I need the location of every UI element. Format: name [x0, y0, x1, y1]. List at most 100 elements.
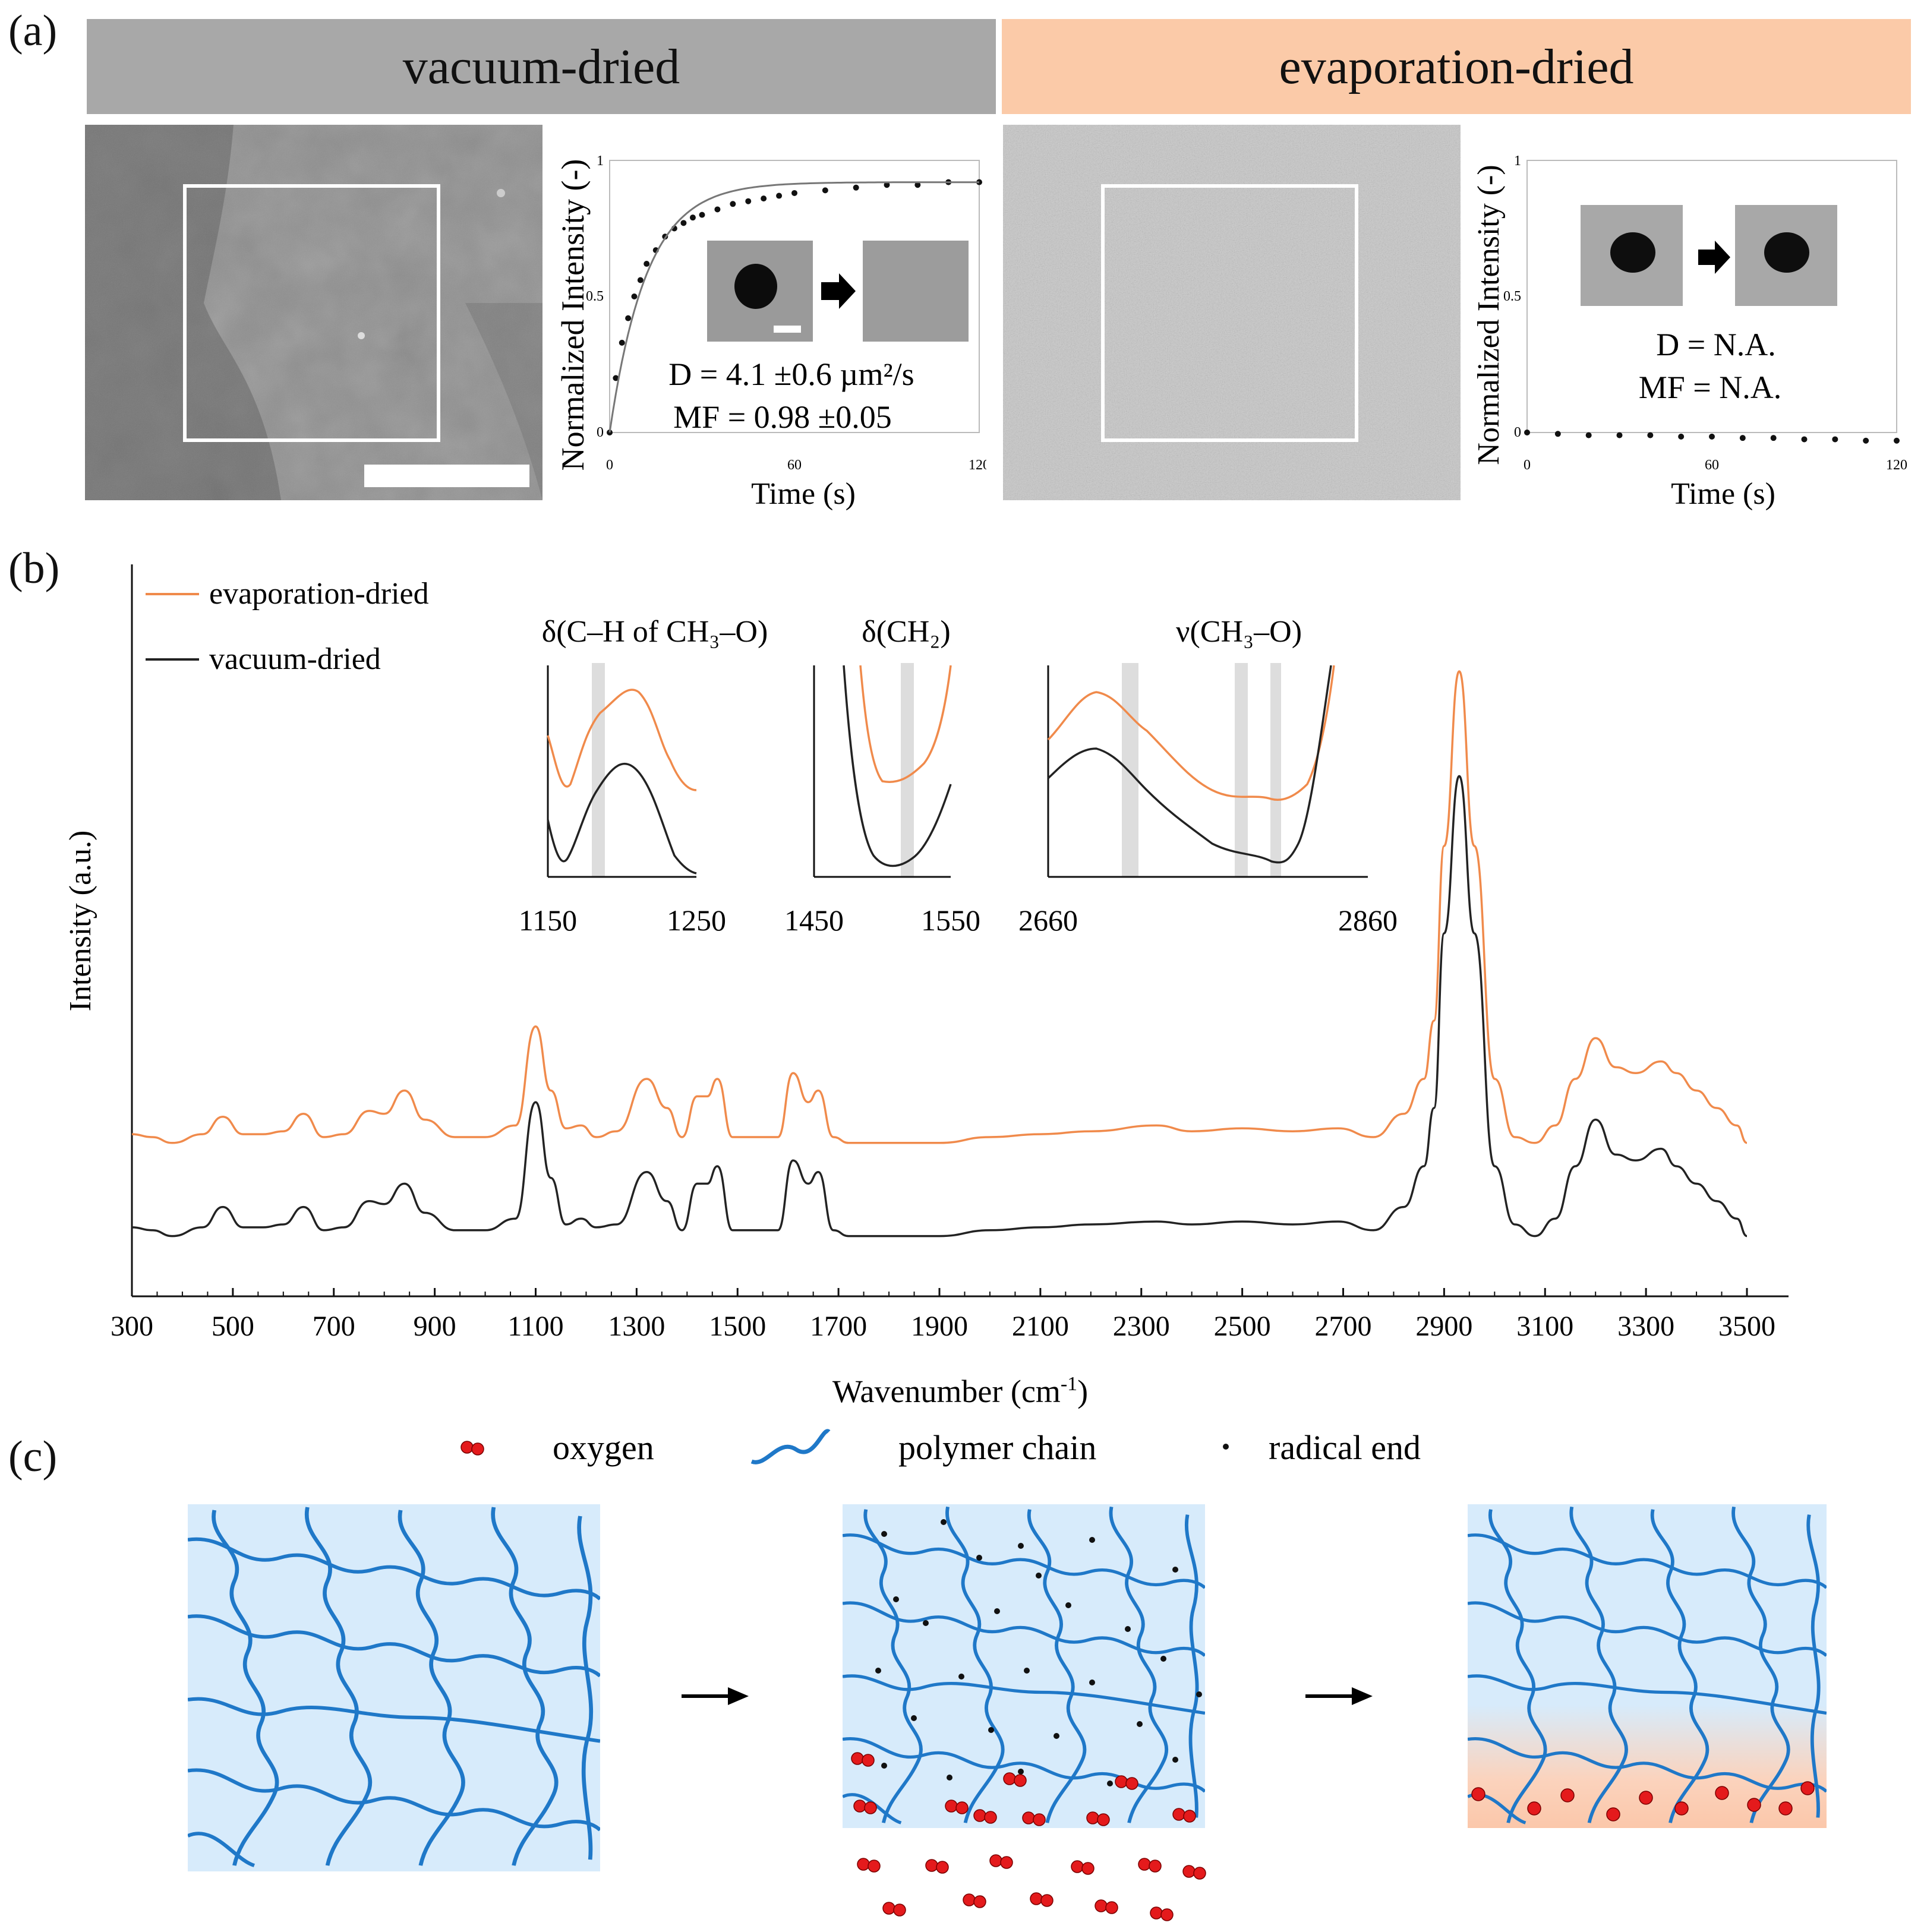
ytick: 1	[1514, 153, 1521, 169]
frap-ylabel: Normalized Intensity (-)	[555, 159, 591, 471]
x-tick-label: 2500	[1214, 1311, 1271, 1342]
highlight-band	[1270, 663, 1281, 877]
xtick: 120	[969, 457, 986, 473]
data-point	[613, 375, 619, 381]
evaporation-dried-banner: evaporation-dried	[1002, 19, 1911, 114]
roi-box	[1101, 184, 1358, 442]
x-tick-label: 300	[111, 1311, 153, 1342]
data-point	[1585, 432, 1592, 438]
x-ticks: 300 500 700 900 1100 1300 1500 1700 1900 2100 2300…	[111, 1288, 1775, 1342]
data-point	[619, 339, 625, 346]
highlight-band	[901, 663, 914, 877]
schematic-oxidation: oxygen polymer chain radical end	[188, 1428, 1827, 1921]
data-point	[791, 190, 797, 196]
data-point	[914, 182, 921, 188]
xtick: 60	[787, 457, 802, 473]
data-point	[776, 192, 783, 199]
bleach-spot	[1610, 232, 1655, 273]
frap-fit-curve	[608, 181, 979, 433]
x-tick-label: 2700	[1315, 1311, 1372, 1342]
x-tick-label: 3300	[1617, 1311, 1674, 1342]
highlight-band	[592, 663, 605, 877]
frap-plot-evaporation: Normalized Intensity (-) 1 0.5 0 0 60 12…	[1472, 153, 1907, 511]
panel-a-label: (a)	[8, 7, 58, 55]
ytick: 0	[597, 425, 604, 440]
data-point	[644, 261, 650, 267]
ytick: 0.5	[586, 289, 604, 304]
frap-xlabel: Time (s)	[1671, 477, 1775, 511]
x-tick-label: 2300	[1113, 1311, 1170, 1342]
inset-xmin: 2660	[1018, 904, 1078, 937]
panel-b-label: (b)	[8, 544, 60, 593]
data-point	[625, 315, 632, 321]
inset-series-vacuum	[547, 762, 697, 875]
ytick: 1	[597, 153, 604, 169]
x-tick-label: 700	[313, 1311, 355, 1342]
roi-box	[183, 184, 440, 442]
data-point	[1801, 436, 1808, 443]
series-line-vacuum	[131, 775, 1748, 1238]
legend-radical-end: radical end	[1269, 1428, 1421, 1467]
inset-xmin: 1150	[519, 904, 577, 937]
highlight-band	[1235, 663, 1248, 877]
data-point	[1678, 433, 1685, 440]
frap-data-points	[607, 179, 982, 435]
arrow-icon	[821, 273, 856, 309]
inset-xmin: 1450	[784, 904, 844, 937]
x-tick-label: 3500	[1718, 1311, 1775, 1342]
vacuum-dried-banner: vacuum-dried	[87, 19, 996, 114]
xtick: 60	[1705, 457, 1719, 473]
inset-title: δ(CH₂)	[862, 615, 951, 649]
x-axis-label: Wavenumber (cm-1)	[832, 1373, 1088, 1409]
arrow-icon	[1698, 241, 1730, 274]
data-point	[689, 214, 696, 221]
data-point	[631, 293, 638, 299]
inset-xmax: 2860	[1338, 904, 1398, 937]
x-tick-label: 1500	[709, 1311, 766, 1342]
x-tick-label: 1300	[608, 1311, 665, 1342]
data-point	[884, 182, 890, 188]
bleach-spot	[1764, 232, 1809, 273]
x-tick-label: 1100	[507, 1311, 563, 1342]
legend-polymer-chain: polymer chain	[898, 1428, 1096, 1467]
data-point	[1863, 437, 1869, 444]
frap-plot-vacuum: Normalized Intensity (-) 1 0.5 0 0 60 12…	[555, 153, 986, 511]
series-line-evaporation	[131, 670, 1748, 1144]
x-tick-label: 2900	[1415, 1311, 1472, 1342]
highlight-band	[1122, 663, 1138, 877]
xtick: 0	[1524, 457, 1531, 473]
evaporation-micrograph	[1003, 125, 1461, 500]
oxygen-icon	[461, 1441, 484, 1456]
legend-label-evaporation: evaporation-dried	[209, 577, 429, 611]
polymer-chain-icon	[750, 1429, 831, 1464]
data-point	[637, 277, 644, 283]
gel-network-oxidized	[1468, 1504, 1827, 1828]
inset-xmax: 1550	[921, 904, 980, 937]
data-point	[1647, 432, 1654, 438]
inset-series-evaporation	[1047, 665, 1335, 801]
ytick: 0	[1514, 425, 1521, 440]
ytick: 0.5	[1503, 289, 1521, 304]
inset-series-vacuum	[1047, 665, 1332, 864]
inset-series-evaporation	[859, 665, 952, 783]
data-point	[1554, 431, 1561, 437]
data-point	[1709, 433, 1715, 440]
inset-ch3o-bending: δ(C–H of CH₃–O) 1150 1250	[519, 615, 768, 937]
inset-ch3o-stretching: ν(CH₃–O) 2660 2860	[1018, 615, 1398, 937]
radical-end-icon	[1223, 1444, 1229, 1450]
panel-c-label: (c)	[8, 1432, 58, 1481]
bleach-spot	[734, 264, 777, 309]
inset-xmax: 1250	[667, 904, 726, 937]
data-point	[822, 187, 828, 194]
y-axis-label: Intensity (a.u.)	[64, 831, 97, 1012]
data-point	[761, 195, 767, 202]
raman-spectrum-chart: Intensity (a.u.) Wavenumber (cm-1) 300 50…	[64, 564, 1789, 1409]
frap-xlabel: Time (s)	[751, 477, 856, 511]
xtick: 0	[606, 457, 613, 473]
x-tick-label: 3100	[1516, 1311, 1573, 1342]
free-oxygen	[857, 1854, 1206, 1921]
data-point	[699, 211, 705, 218]
frap-data-points	[1524, 430, 1900, 444]
data-point	[1616, 432, 1623, 438]
postbleach-thumbnail	[863, 241, 969, 342]
